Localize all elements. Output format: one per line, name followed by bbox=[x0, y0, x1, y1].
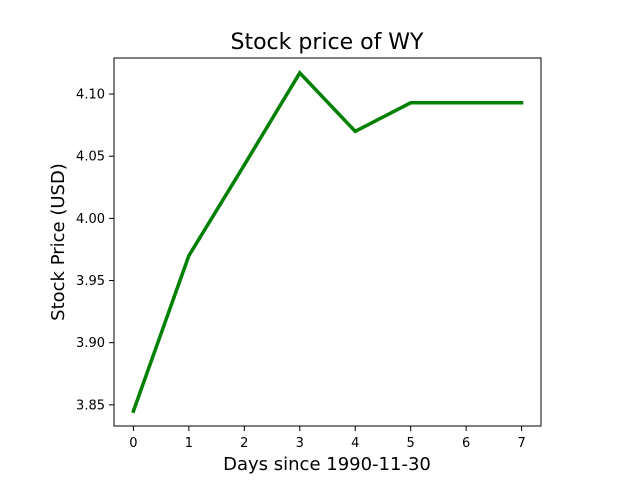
y-tick-label: 4.00 bbox=[76, 212, 105, 227]
x-tick-label: 6 bbox=[462, 436, 470, 451]
y-tick-label: 3.95 bbox=[76, 274, 105, 289]
y-tick-label: 3.90 bbox=[76, 336, 105, 351]
y-axis-title: Stock Price (USD) bbox=[48, 163, 69, 321]
x-tick-label: 7 bbox=[517, 436, 525, 451]
chart-title: Stock price of WY bbox=[230, 30, 424, 55]
series-layer bbox=[131, 70, 524, 414]
y-tick-label: 4.05 bbox=[76, 150, 105, 165]
y-tick-label: 4.10 bbox=[76, 88, 105, 103]
y-axis-ticks: 3.85 3.90 3.95 4.00 4.05 4.10 bbox=[76, 88, 114, 413]
plot-area-frame bbox=[113, 57, 542, 427]
y-tick-label: 3.85 bbox=[76, 398, 105, 413]
x-tick-label: 3 bbox=[296, 436, 304, 451]
x-axis-ticks: 0 1 2 3 4 5 6 7 bbox=[129, 426, 526, 451]
x-tick-label: 4 bbox=[351, 436, 359, 451]
x-tick-label: 5 bbox=[407, 436, 415, 451]
x-tick-label: 2 bbox=[240, 436, 248, 451]
x-tick-label: 0 bbox=[129, 436, 137, 451]
x-tick-label: 1 bbox=[185, 436, 193, 451]
price-series-line bbox=[131, 70, 524, 414]
x-axis-title: Days since 1990-11-30 bbox=[223, 454, 431, 475]
